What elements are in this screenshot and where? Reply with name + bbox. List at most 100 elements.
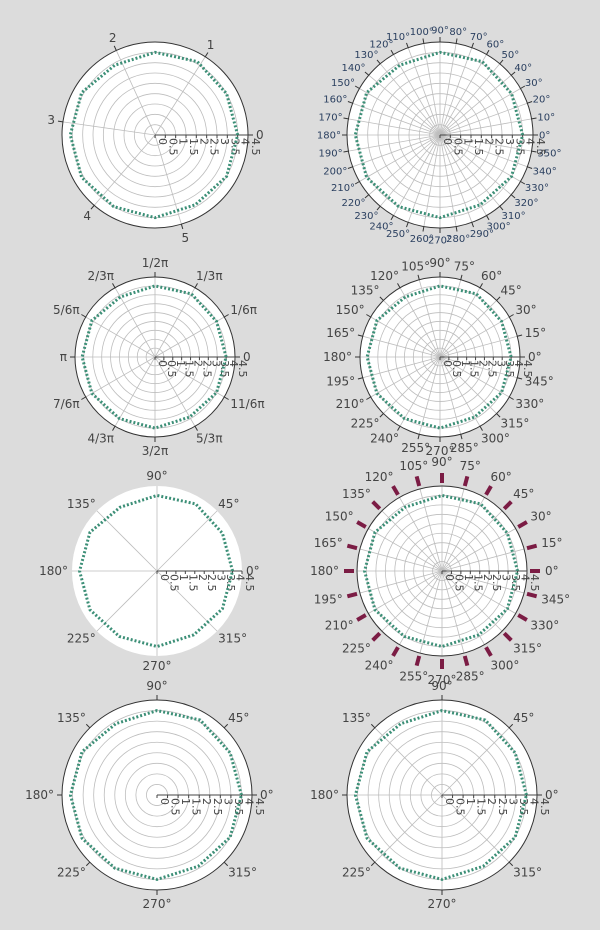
angular-tick-label: 225° [342,641,371,655]
angular-tick [471,42,474,48]
angular-grid-spoke [439,335,518,358]
angular-tick [517,377,523,380]
radial-tick-label: 1.5 [187,138,200,156]
angular-tick [486,215,490,221]
radial-tick-label: 4.5 [534,138,547,156]
angular-tick [527,166,533,169]
angular-tick-label: 3/2π [142,444,169,458]
angular-tick [520,181,526,185]
angular-tick [194,283,198,288]
angular-tick-label: 45° [513,487,534,501]
angular-tick [406,42,409,48]
radial-tick-label: 1.5 [468,360,481,378]
angular-grid-spoke [359,134,441,182]
angular-tick-label: 200° [323,166,347,177]
angular-grid-spoke [439,43,457,136]
radial-tick-label: 2 [481,574,494,581]
angular-tick-label: 0 [243,350,251,364]
angular-tick-label: 150° [325,510,354,524]
angular-grid-spoke [370,356,441,398]
angular-tick-label: 1 [207,38,215,52]
radial-tick-label: 3 [506,798,519,805]
radial-tick-label: 4 [524,138,537,145]
radial-tick-label: 4 [227,360,240,367]
angular-tick [486,49,490,55]
angular-tick-label: 315° [218,631,247,645]
angular-tick [455,226,458,232]
angular-grid-spoke [439,356,481,427]
radial-tick-label: 3.5 [509,574,522,592]
angular-grid-spoke [348,118,441,136]
angular-tick-label: 260° [410,234,434,245]
angular-tick [224,396,229,400]
angular-tick-label: 270° [143,897,172,911]
radial-tick-label: 4 [242,798,255,805]
radial-tick-label: 0 [158,574,171,581]
polar-chart-row1-right: 0°10°20°30°40°50°60°70°80°90°100°110°120… [317,26,562,247]
angular-tick [194,426,198,431]
angular-grid-spoke [114,356,156,427]
angular-tick-label: 180° [317,131,341,142]
angular-tick [517,334,523,337]
angular-tick [471,222,474,228]
angular-tick-label: 3 [47,113,55,127]
angular-tick-label: 330° [530,619,559,633]
angular-tick-label: 225° [57,865,86,879]
angular-tick-label: 210° [336,397,365,411]
angular-grid-spoke [383,300,441,358]
angular-grid-spoke [441,570,525,594]
angular-grid-spoke [439,74,512,136]
angular-tick-label: 270° [426,444,455,458]
angular-tick-label: 0° [260,788,274,802]
angular-tick-label: 0° [545,564,559,578]
angular-tick-label: 150° [331,78,355,89]
angular-tick-label: 255° [401,441,430,455]
angular-tick-label: 45° [218,497,239,511]
angular-tick-label: 0° [545,788,559,802]
angular-tick [462,475,470,487]
radial-tick-label: 3 [503,138,516,145]
angular-tick [397,426,401,431]
angular-tick-label: 345° [541,592,570,606]
angular-tick-label: 350° [537,149,561,160]
angular-tick-label: 60° [487,40,505,51]
angular-tick [357,377,363,380]
angular-tick-label: 0 [256,128,264,142]
angular-tick-label: 165° [326,326,355,340]
angular-tick-label: 225° [342,865,371,879]
angular-tick-label: 180° [25,788,54,802]
angular-tick [414,655,422,667]
angular-tick [484,485,493,496]
angular-tick [479,283,483,288]
angular-tick-label: 4 [83,209,91,223]
angular-grid-spoke [399,287,441,358]
angular-tick [422,38,425,44]
angular-tick-label: 250° [386,229,410,240]
angular-grid-spoke [439,134,457,227]
angular-grid-spoke [439,54,487,136]
radial-tick-label: 2.5 [496,798,509,816]
angular-grid-spoke [399,356,441,427]
angular-grid-spoke [441,528,516,572]
radial-tick-label: 0.5 [450,360,463,378]
angular-tick-label: 345° [525,375,554,389]
radial-tick-label: 2.5 [211,798,224,816]
angular-tick-label: 240° [369,221,393,232]
angular-tick-label: 195° [314,592,343,606]
angular-grid-spoke [439,287,481,358]
angular-grid-spoke [368,528,443,572]
angular-tick-label: 210° [325,619,354,633]
angular-tick-label: 2 [109,31,117,45]
angular-tick-label: 7/6π [53,397,80,411]
angular-tick-label: 300° [487,221,511,232]
polar-chart-row3-right: 0° 15° 30° 45°60° 75° 90°105° 120° 135° 150° 165°… [310,455,570,687]
angular-grid-spoke [114,287,156,358]
angular-grid-spoke [370,316,441,358]
angular-tick-label: 11/6π [230,397,264,411]
angular-grid-spoke [439,134,512,196]
angular-tick [391,646,400,657]
radial-tick-label: 2 [197,138,210,145]
angular-tick [397,283,401,288]
angular-tick-label: 230° [354,211,378,222]
